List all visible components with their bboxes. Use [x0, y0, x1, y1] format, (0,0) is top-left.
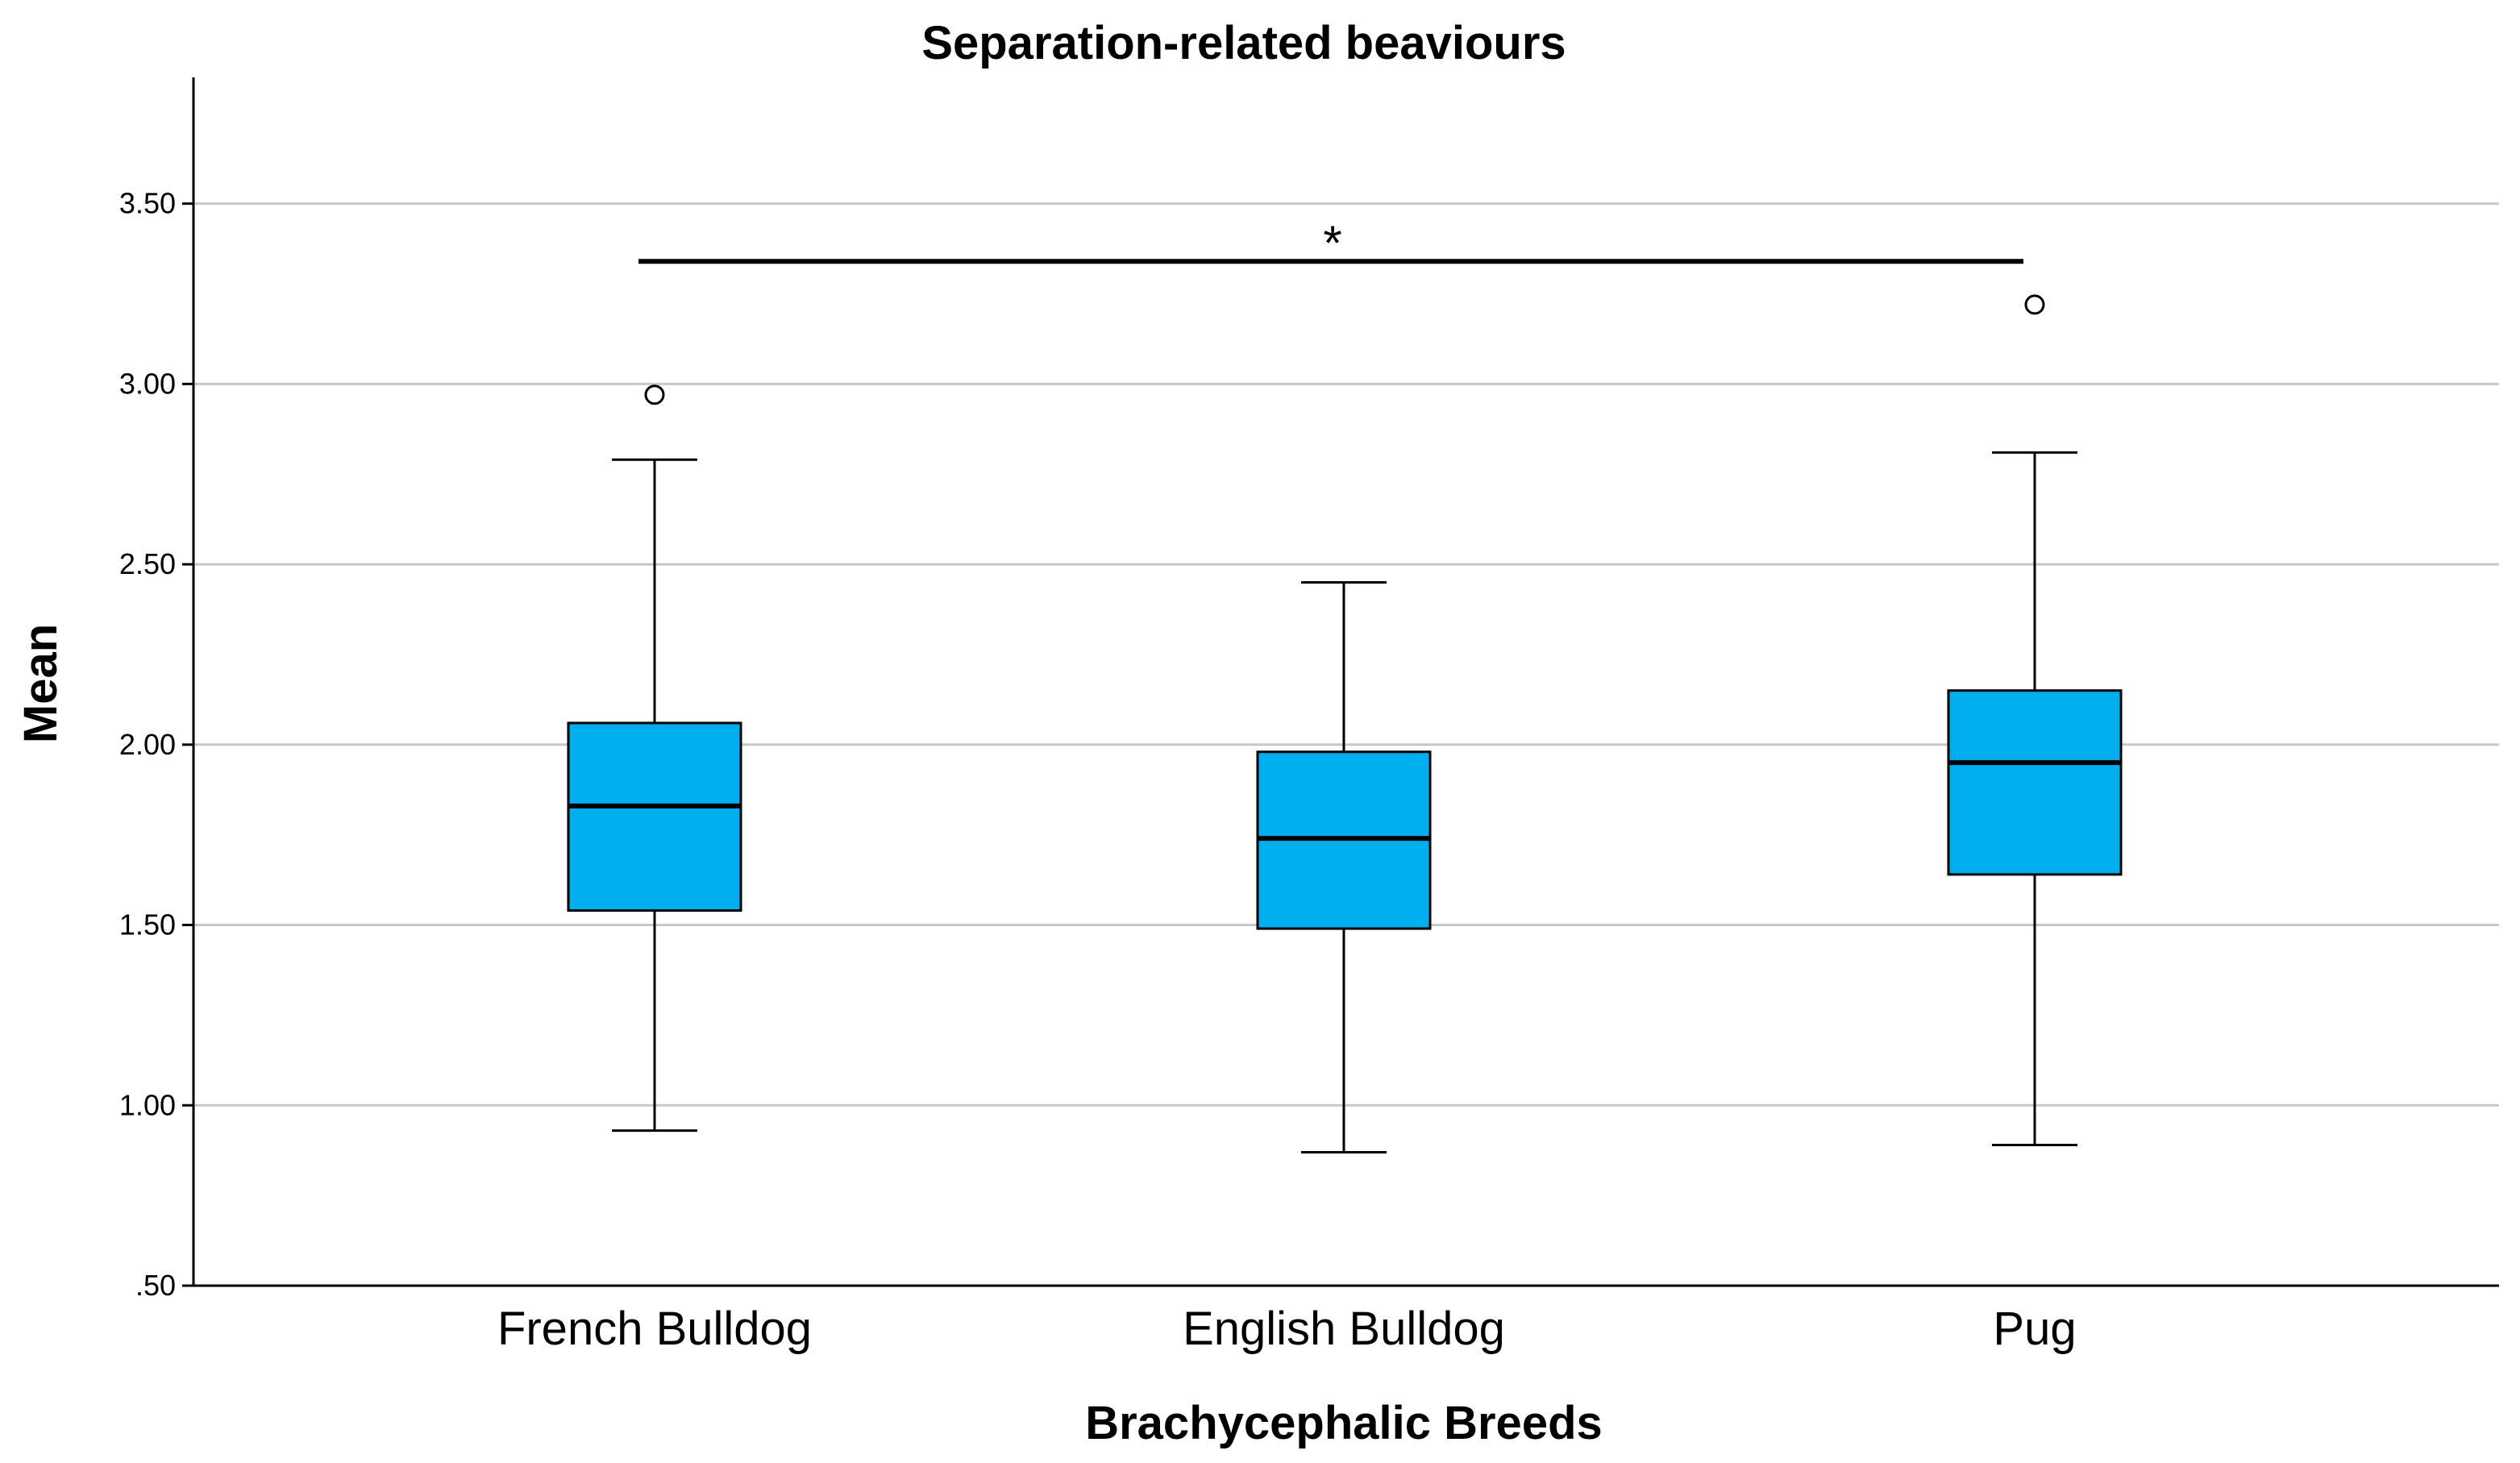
y-tick-label: 2.00 [119, 728, 176, 761]
y-ticks: .50 1.00 1.50 2.00 2.50 3.00 3.50 [119, 187, 193, 1302]
x-category-label: French Bulldog [497, 1303, 812, 1355]
box-french-bulldog [567, 384, 742, 1133]
y-tick-label: 2.50 [119, 547, 176, 580]
gridlines [193, 202, 2499, 1107]
x-category-labels: French Bulldog English Bulldog Pug [497, 1303, 2077, 1355]
outlier-point [2024, 294, 2045, 315]
outlier-point [644, 384, 665, 405]
iqr-box [567, 721, 742, 912]
y-axis-title: Mean [15, 624, 67, 743]
x-axis-title: Brachycephalic Breeds [1085, 1397, 1603, 1449]
box-pug [1947, 294, 2123, 1146]
y-tick-label: .50 [135, 1269, 176, 1302]
iqr-box [1947, 689, 2123, 876]
axes [192, 77, 2499, 1287]
y-tick-label: 3.50 [119, 187, 176, 220]
y-tick-label: 3.00 [119, 367, 176, 400]
significance-label: * [1323, 216, 1341, 270]
boxes [567, 294, 2123, 1153]
x-category-label: Pug [1993, 1303, 2076, 1355]
y-tick-label: 1.00 [119, 1088, 176, 1121]
y-tick-label: 1.50 [119, 908, 176, 941]
x-category-label: English Bulldog [1183, 1303, 1505, 1355]
significance-bracket: * [638, 216, 2023, 270]
chart-title: Separation-related beaviours [921, 17, 1566, 69]
box-english-bulldog [1256, 580, 1432, 1153]
